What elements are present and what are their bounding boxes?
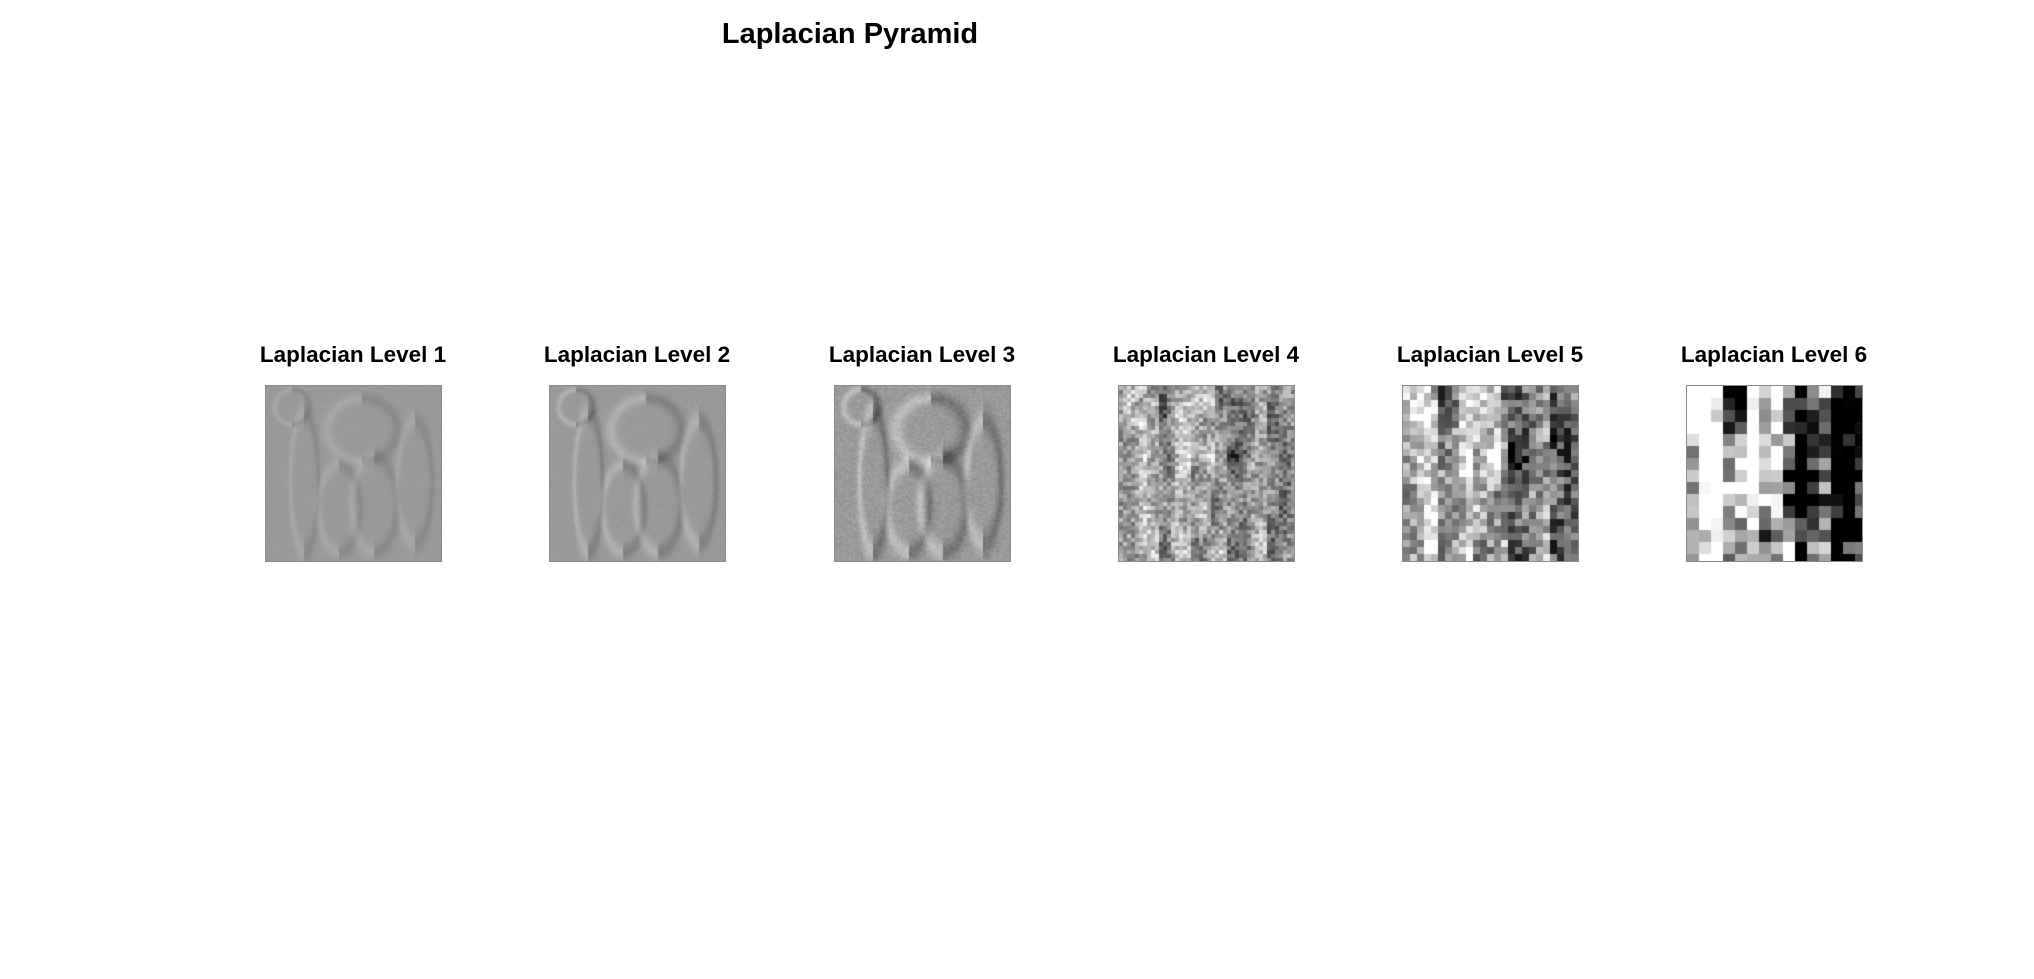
laplacian-level-3-image — [833, 385, 1011, 562]
panel-level-6: Laplacian Level 6 — [1644, 340, 1904, 562]
panel-title: Laplacian Level 5 — [1396, 342, 1584, 367]
laplacian-level-5-image — [1401, 385, 1579, 562]
panel-title: Laplacian Level 3 — [828, 342, 1016, 367]
panel-title: Laplacian Level 4 — [1112, 342, 1300, 367]
figure-title: Laplacian Pyramid — [721, 18, 979, 50]
panel-level-3: Laplacian Level 3 — [792, 340, 1052, 562]
panel-level-1: Laplacian Level 1 — [223, 340, 483, 562]
panel-title: Laplacian Level 2 — [543, 342, 731, 367]
panel-title: Laplacian Level 6 — [1680, 342, 1868, 367]
laplacian-level-4-image — [1117, 385, 1295, 562]
laplacian-level-2-image — [548, 385, 726, 562]
panel-level-4: Laplacian Level 4 — [1076, 340, 1336, 562]
panel-level-5: Laplacian Level 5 — [1360, 340, 1620, 562]
panel-title: Laplacian Level 1 — [259, 342, 447, 367]
laplacian-level-6-image — [1685, 385, 1863, 562]
panel-level-2: Laplacian Level 2 — [507, 340, 767, 562]
laplacian-level-1-image — [264, 385, 442, 562]
